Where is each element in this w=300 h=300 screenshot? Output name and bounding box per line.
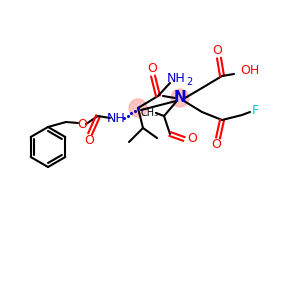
Text: F: F — [252, 104, 259, 118]
Text: N: N — [174, 91, 186, 106]
Text: O: O — [77, 118, 87, 130]
Text: 2: 2 — [186, 77, 192, 87]
Text: NH: NH — [106, 112, 125, 124]
Text: O: O — [212, 44, 222, 58]
Text: O: O — [147, 62, 157, 76]
Circle shape — [129, 99, 147, 117]
Text: CH₃: CH₃ — [141, 108, 159, 118]
Text: O: O — [84, 134, 94, 148]
Text: NH: NH — [167, 73, 185, 85]
Circle shape — [171, 89, 189, 107]
Text: O: O — [187, 133, 197, 146]
Text: OH: OH — [240, 64, 259, 77]
Text: O: O — [211, 137, 221, 151]
